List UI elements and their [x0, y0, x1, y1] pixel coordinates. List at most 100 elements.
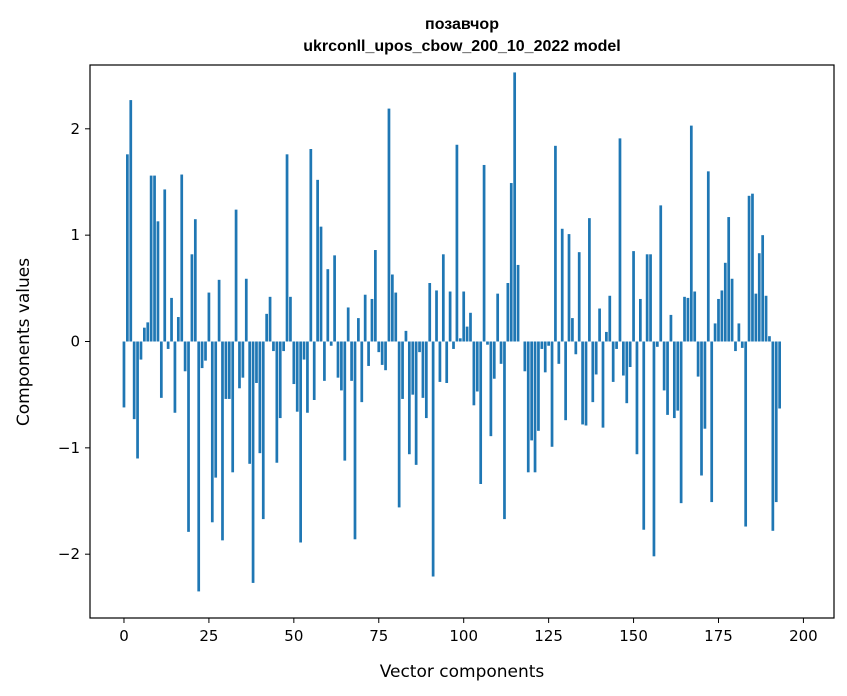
bar-30	[224, 341, 228, 399]
bar-137	[588, 218, 591, 342]
bar-124	[543, 341, 547, 373]
bar-167	[689, 125, 693, 342]
bar-165	[683, 296, 686, 342]
bar-134	[577, 252, 581, 342]
bar-67	[350, 341, 353, 381]
bar-141	[601, 341, 605, 428]
bar-157	[655, 341, 659, 347]
bar-136	[584, 341, 588, 426]
y-axis-label: Components values	[14, 258, 34, 426]
bar-162	[672, 341, 676, 419]
bar-31	[227, 341, 231, 399]
bar-50	[292, 341, 296, 385]
bar-10	[156, 221, 160, 342]
bar-9	[153, 175, 156, 342]
bar-121	[533, 341, 537, 473]
bar-107	[486, 341, 489, 345]
bar-59	[323, 341, 326, 381]
bar-89	[424, 341, 428, 419]
x-tick-label: 0	[119, 627, 129, 645]
x-tick-label: 125	[534, 627, 563, 645]
bar-11	[159, 341, 163, 398]
bar-65	[343, 341, 347, 461]
bar-187	[757, 253, 761, 342]
bar-88	[421, 341, 425, 398]
x-tick-label: 150	[619, 627, 648, 645]
bar-29	[221, 341, 224, 541]
bar-179	[730, 278, 734, 342]
bar-40	[258, 341, 262, 454]
bar-176	[720, 290, 724, 342]
bar-129	[560, 228, 564, 342]
x-tick-label: 175	[704, 627, 733, 645]
bar-140	[598, 308, 601, 342]
bar-84	[407, 341, 411, 455]
bar-106	[482, 164, 486, 342]
bar-119	[526, 341, 530, 473]
bar-160	[666, 341, 669, 415]
bar-145	[615, 341, 618, 349]
bar-123	[540, 341, 544, 349]
bar-131	[567, 234, 571, 342]
bar-146	[618, 138, 622, 342]
bar-47	[282, 341, 285, 352]
bar-116	[516, 264, 520, 342]
bar-138	[591, 341, 595, 403]
bar-51	[295, 341, 299, 412]
bar-175	[717, 298, 720, 342]
bar-125	[547, 341, 550, 346]
bar-76	[380, 341, 384, 365]
bar-150	[632, 251, 635, 342]
bar-8	[149, 175, 153, 342]
x-tick-label: 75	[369, 627, 388, 645]
bar-54	[306, 341, 309, 413]
bar-61	[329, 341, 333, 346]
x-tick-label: 200	[789, 627, 818, 645]
bar-53	[302, 341, 306, 360]
bar-168	[693, 291, 697, 342]
bar-164	[679, 341, 683, 504]
bar-120	[530, 341, 533, 441]
bar-111	[499, 341, 503, 364]
bar-161	[669, 314, 673, 342]
bar-90	[428, 283, 432, 342]
bar-185	[751, 193, 754, 342]
bar-171	[703, 341, 707, 429]
bar-37	[248, 341, 252, 464]
bar-97	[452, 341, 455, 349]
bar-7	[146, 322, 150, 342]
bar-104	[475, 341, 479, 392]
bar-19	[187, 341, 190, 532]
bar-49	[289, 296, 292, 342]
bar-27	[214, 341, 218, 478]
bar-35	[241, 341, 245, 378]
bar-114	[509, 183, 513, 342]
bar-63	[336, 341, 340, 378]
bar-15	[173, 341, 177, 413]
bar-99	[458, 338, 462, 342]
bar-127	[554, 145, 557, 342]
bar-5	[139, 341, 143, 360]
bar-128	[557, 341, 561, 364]
bar-75	[377, 341, 381, 353]
bar-55	[309, 149, 313, 342]
bar-17	[180, 174, 184, 342]
bar-80	[394, 292, 398, 342]
bar-14	[170, 297, 173, 342]
bar-2	[129, 100, 133, 342]
bar-183	[744, 341, 748, 527]
bar-159	[662, 341, 666, 391]
x-axis-label: Vector components	[380, 662, 545, 682]
bar-112	[503, 341, 506, 520]
bar-139	[594, 341, 598, 375]
bar-42	[265, 313, 269, 342]
bar-96	[448, 291, 452, 342]
bar-172	[706, 171, 710, 342]
bar-98	[455, 144, 459, 342]
bar-78	[387, 108, 391, 342]
bar-25	[207, 292, 211, 342]
bar-57	[316, 179, 319, 342]
bar-36	[244, 278, 248, 342]
bar-144	[611, 341, 615, 382]
bar-126	[550, 341, 554, 447]
